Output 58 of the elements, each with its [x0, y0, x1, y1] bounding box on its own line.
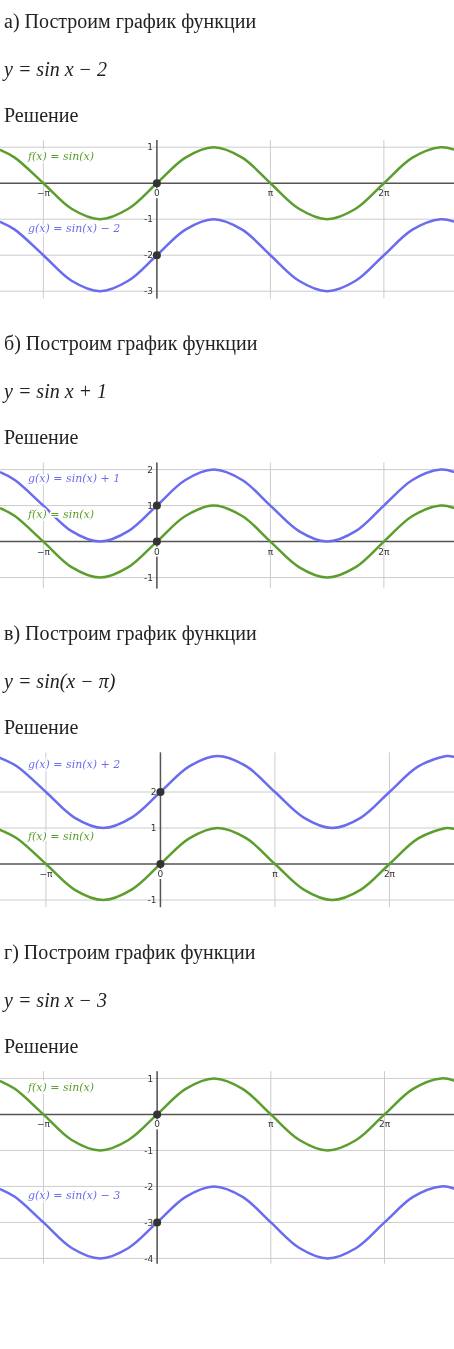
y-tick-label: -1: [147, 895, 157, 906]
y-tick-label: 2: [150, 787, 157, 798]
series-label: f(x) = sin(x): [27, 830, 95, 844]
series-label: g(x) = sin(x) − 2: [28, 221, 121, 235]
line-series: [0, 1077, 454, 1152]
y-tick-label: -2: [143, 250, 153, 261]
y-tick-label: 1: [147, 142, 153, 153]
x-tick-label: 2π: [378, 188, 391, 199]
text: Решение: [4, 426, 79, 449]
y-tick-label: -3: [144, 1217, 154, 1228]
chart-title: в) Построим график функции: [4, 622, 258, 646]
chart-subtitle: y = sin x − 3: [2, 989, 108, 1013]
series-label: g(x) = sin(x) − 3: [28, 1188, 121, 1202]
x-tick-label: −π: [36, 546, 51, 557]
line-series: [0, 145, 454, 221]
y-tick-label: -2: [144, 1181, 154, 1192]
x-tick-label: 0: [154, 1119, 161, 1130]
y-tick-label: -1: [144, 1145, 154, 1156]
chart-subtitle: y = sin x + 1: [2, 380, 108, 404]
y-tick-label: -1: [143, 214, 153, 225]
chart-title: б) Построим график функции: [4, 332, 258, 356]
y-tick-label: -1: [143, 572, 153, 583]
y-tick-label: 1: [147, 500, 153, 511]
x-tick-label: −π: [36, 188, 51, 199]
series-label: g(x) = sin(x) + 2: [28, 758, 121, 772]
x-tick-label: π: [267, 188, 274, 199]
line-series: [0, 1185, 454, 1260]
line-series: [0, 826, 454, 902]
y-tick-label: -3: [143, 286, 153, 297]
x-tick-label: −π: [39, 869, 53, 879]
line-series: [0, 504, 454, 579]
chart-subtitle: y = sin(x − π): [2, 670, 116, 694]
line-series: [0, 217, 454, 293]
series-label: g(x) = sin(x) + 1: [28, 472, 121, 486]
x-tick-label: −π: [36, 1119, 51, 1130]
y-tick-label: 1: [147, 1073, 154, 1084]
text: Решение: [4, 104, 79, 126]
x-tick-label: 0: [157, 869, 164, 879]
text: Решение: [4, 1035, 79, 1058]
x-tick-label: π: [268, 1119, 275, 1130]
y-tick-label: -4: [144, 1253, 154, 1264]
x-tick-label: 2π: [383, 869, 396, 879]
series-label: f(x) = sin(x): [27, 149, 95, 163]
text: Решение: [4, 716, 79, 739]
chart-subtitle: y = sin x − 2: [2, 58, 108, 81]
series-label: f(x) = sin(x): [27, 1080, 95, 1094]
y-tick-label: 1: [150, 823, 157, 834]
x-tick-label: 0: [154, 188, 161, 199]
x-tick-label: 0: [154, 546, 161, 557]
chart-title: а) Построим график функции: [4, 10, 257, 33]
x-tick-label: π: [267, 546, 274, 557]
y-tick-label: 2: [147, 464, 153, 475]
x-tick-label: 2π: [378, 1119, 391, 1130]
x-tick-label: 2π: [378, 546, 391, 557]
x-tick-label: π: [272, 869, 279, 879]
line-series: [0, 754, 454, 830]
chart-title: г) Построим график функции: [4, 941, 256, 965]
line-series: [0, 468, 454, 543]
